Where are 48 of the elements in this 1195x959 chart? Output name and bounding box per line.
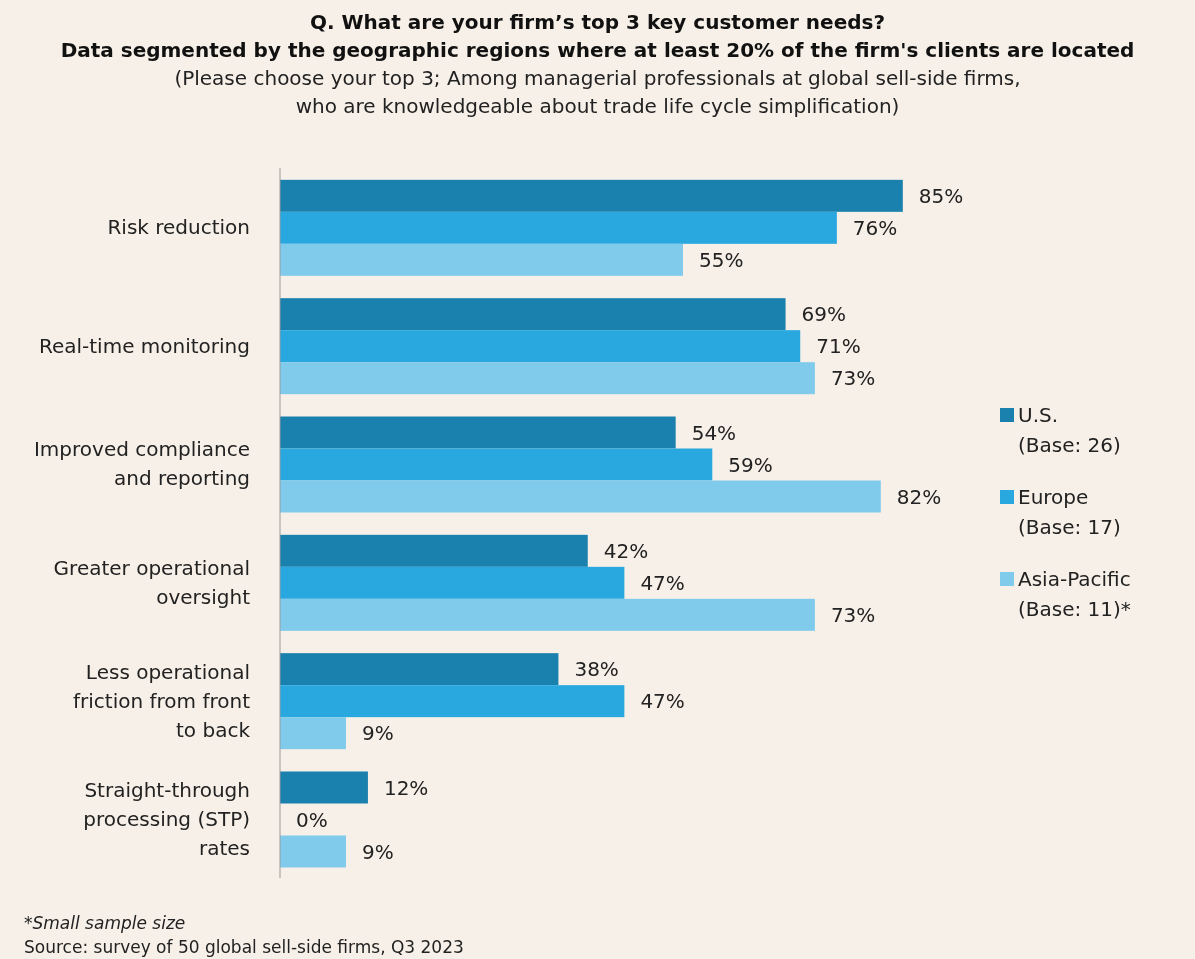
source-note: Source: survey of 50 global sell-side firms, Q3 2023 [24,936,464,959]
bar [280,362,815,395]
data-label: 54% [691,420,737,445]
y-tick-label: Straight-through processing (STP) rates [83,777,250,860]
data-label: 38% [574,657,619,682]
data-label: 0% [296,807,328,832]
data-label: 76% [852,215,898,240]
data-label: 42% [603,538,649,563]
bar [280,598,815,631]
legend-label: Asia-Pacific (Base: 11)* [1018,566,1131,623]
bar [280,717,346,750]
data-label: 71% [816,334,861,359]
bar [280,416,676,449]
bar [280,211,837,244]
data-label: 59% [728,452,773,477]
data-label: 9% [361,721,394,746]
bar [280,243,683,276]
data-label: 69% [801,302,847,327]
data-label: 73% [830,366,876,391]
data-label: 12% [383,775,429,800]
bar [280,298,786,331]
y-tick-label: Real-time monitoring [38,333,250,358]
bar [280,566,625,599]
bar [280,835,346,868]
bar [280,179,903,212]
chart-subtitle: (Please choose your top 3; Among managerial professionals at global sell-side firms, who are knowledgeable about trade life cycle simplification) [173,65,1022,120]
y-tick-label: Improved compliance and reporting [33,437,250,491]
data-label: 47% [640,570,685,595]
legend-label: Europe (Base: 17) [1018,484,1121,541]
data-label: 9% [361,839,394,864]
data-label: 82% [896,484,942,509]
legend-label: U.S. (Base: 26) [1018,402,1121,459]
text: *Small sample size [24,912,187,935]
bar [280,330,801,363]
bar [280,534,588,567]
y-tick-label: Greater operational oversight [53,555,251,609]
bar [280,480,881,513]
bar [280,448,713,481]
data-label: 55% [698,247,744,272]
bar [280,653,559,686]
bar [280,685,625,718]
data-label: 73% [830,602,876,627]
data-label: 85% [918,183,964,208]
data-label: 47% [640,689,685,714]
chart-title: Q. What are your firm’s top 3 key customer needs? Data segmented by the geographic regions where at least 20% of the firm's clients are located [59,9,1136,64]
y-tick-label: Less operational friction from front to back [73,659,251,742]
bar [280,771,368,804]
y-tick-label: Risk reduction [107,215,250,240]
